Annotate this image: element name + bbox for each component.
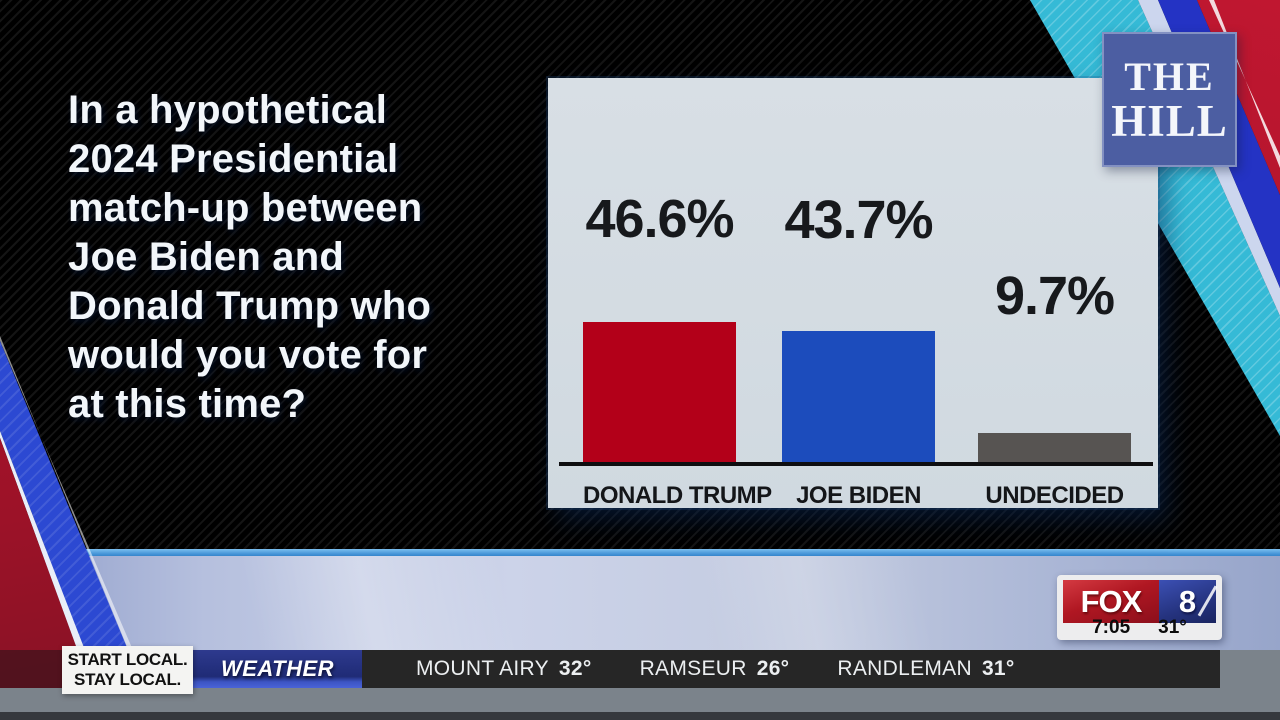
category-label-joe-biden: JOE BIDEN [796,482,921,509]
bar-joe-biden [782,330,935,462]
value-label-joe-biden: 43.7% [784,189,933,250]
ticker-right-filler [1220,650,1280,688]
ticker-city: MOUNT AIRY [416,657,549,680]
the-hill-logo-line2: HILL [1111,95,1228,146]
category-label-undecided: UNDECIDED [985,482,1124,509]
weather-ticker-bar: MOUNT AIRY 32° RAMSEUR 26° RANDLEMAN 31° [362,650,1220,688]
poll-chart-panel: 46.6% 43.7% 9.7% DONALD TRUMP JOE BIDEN … [548,78,1158,509]
poll-question-text: In a hypothetical 2024 Presidential matc… [68,88,432,426]
promo-line2: STAY LOCAL. [74,670,181,689]
ticker-item-ramseur: RAMSEUR 26° [640,657,790,681]
promo-line1: START LOCAL. [67,650,188,669]
ticker-item-randleman: RANDLEMAN 31° [837,657,1014,681]
value-label-donald-trump: 46.6% [585,189,734,250]
the-hill-logo: THE HILL [1102,32,1237,167]
category-label-donald-trump: DONALD TRUMP [583,482,772,509]
fox8-logo: FOX 8 [1063,580,1218,623]
fox-channel-number-text: 8 [1178,583,1197,619]
chart-baseline [559,462,1153,466]
ticker-city: RANDLEMAN [837,657,972,680]
ticker-category-weather: WEATHER [193,650,362,688]
ticker-city: RAMSEUR [639,657,747,680]
ticker-left-shade [0,650,62,688]
the-hill-logo-line1: THE [1124,53,1215,99]
fox8-station-bug: FOX 8 7:05 31° [1057,575,1222,640]
current-time: 7:05 [1092,617,1131,638]
lower-band-highlight [0,549,1280,557]
fox-wordmark: FOX [1063,580,1159,623]
bar-undecided [978,432,1131,462]
ticker-underband [0,688,1280,714]
ticker-temp: 31° [981,657,1015,680]
ticker-temp: 26° [756,657,790,680]
current-temp: 31° [1158,617,1187,638]
bar-donald-trump [583,322,736,462]
ticker-temp: 32° [558,657,592,680]
station-promo-box: START LOCAL. STAY LOCAL. [62,646,193,694]
value-label-undecided: 9.7% [994,265,1115,326]
bottom-strip [0,712,1280,720]
ticker-item-mount-airy: MOUNT AIRY 32° [416,657,592,681]
fox-logo-slash [1197,585,1218,617]
fox-channel-number: 8 [1159,580,1218,623]
time-temp-row: 7:05 31° [1057,617,1222,639]
